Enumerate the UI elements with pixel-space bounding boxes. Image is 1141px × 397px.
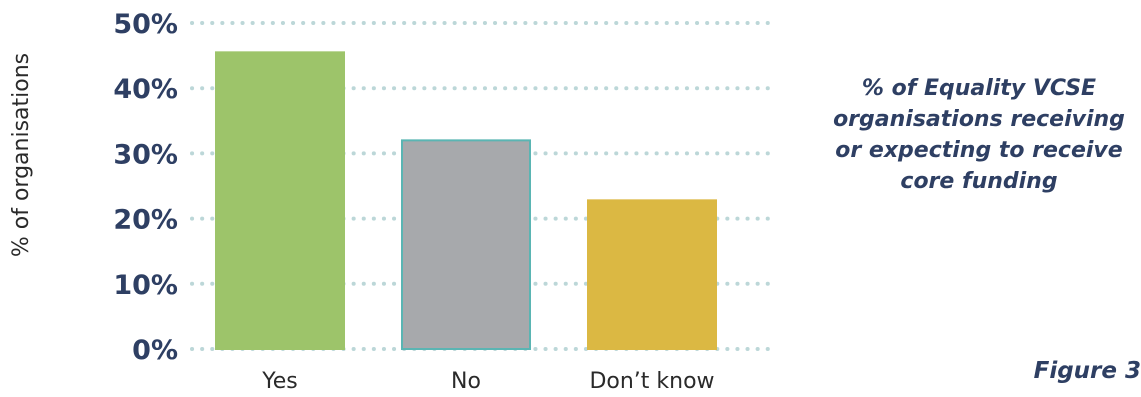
- x-tick-label: Don’t know: [589, 369, 714, 394]
- bar: [215, 51, 345, 351]
- chart-title: % of Equality VCSE organisations receivi…: [822, 73, 1136, 197]
- y-tick-label: 0%: [132, 335, 178, 366]
- chart-title-line: % of Equality VCSE: [861, 76, 1097, 101]
- y-tick-label: 40%: [113, 74, 178, 105]
- figure-label: Figure 3: [1033, 358, 1141, 384]
- x-tick-labels: Yes No Don’t know: [261, 369, 714, 394]
- y-tick-labels: 0% 10% 20% 30% 40% 50%: [113, 9, 178, 366]
- bar-chart: 0% 10% 20% 30% 40% 50% Yes No Don’t know % of o…: [9, 9, 777, 394]
- chart-title-line: organisations receiving: [833, 107, 1125, 132]
- y-tick-label: 30%: [113, 139, 178, 170]
- chart-title-line: core funding: [900, 169, 1058, 194]
- x-tick-label: Yes: [261, 369, 298, 394]
- bars: [215, 51, 717, 351]
- bar: [401, 139, 531, 350]
- y-tick-label: 20%: [113, 205, 178, 236]
- y-tick-label: 50%: [113, 9, 178, 40]
- chart-title-line: or expecting to receive: [835, 138, 1123, 163]
- x-tick-label: No: [451, 369, 481, 394]
- bar: [587, 199, 717, 350]
- y-tick-label: 10%: [113, 270, 178, 301]
- y-axis-label: % of organisations: [9, 53, 34, 257]
